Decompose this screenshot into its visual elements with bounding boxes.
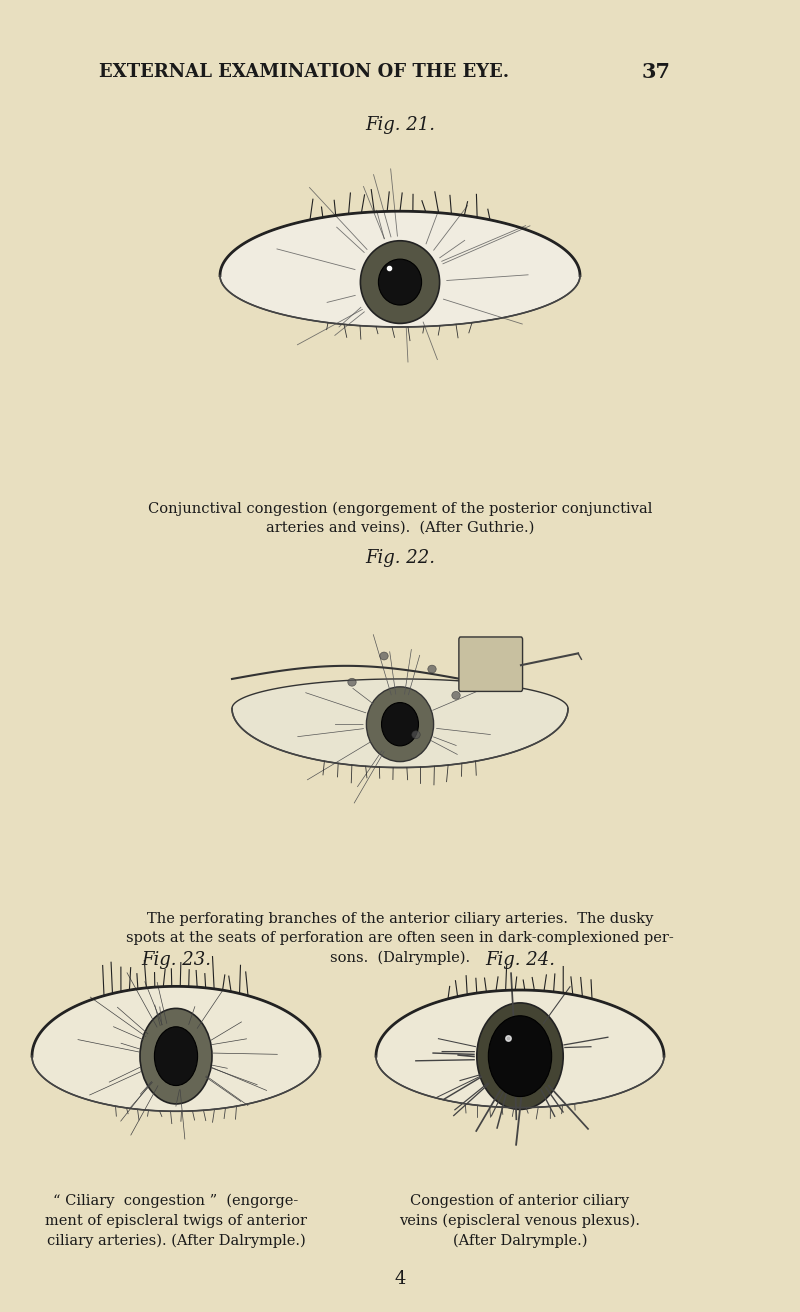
Ellipse shape	[140, 1009, 212, 1103]
Text: 4: 4	[394, 1270, 406, 1288]
Ellipse shape	[380, 652, 388, 660]
Ellipse shape	[366, 686, 434, 761]
Polygon shape	[32, 987, 320, 1111]
Text: Fig. 23.: Fig. 23.	[141, 951, 211, 970]
Text: Congestion of anterior ciliary
veins (episcleral venous plexus).
(After Dalrympl: Congestion of anterior ciliary veins (ep…	[399, 1194, 641, 1248]
Text: Fig. 24.: Fig. 24.	[485, 951, 555, 970]
Ellipse shape	[382, 702, 418, 745]
Ellipse shape	[360, 240, 440, 323]
Ellipse shape	[412, 731, 420, 739]
Text: “ Ciliary  congestion ”  (engorge-
ment of episcleral twigs of anterior
ciliary : “ Ciliary congestion ” (engorge- ment of…	[45, 1194, 307, 1248]
Polygon shape	[376, 991, 664, 1107]
Text: 37: 37	[642, 62, 670, 83]
Polygon shape	[220, 211, 580, 327]
Text: Fig. 21.: Fig. 21.	[365, 115, 435, 134]
Text: The perforating branches of the anterior ciliary arteries.  The dusky
spots at t: The perforating branches of the anterior…	[126, 912, 674, 966]
Ellipse shape	[488, 1015, 552, 1097]
FancyBboxPatch shape	[459, 636, 522, 691]
Text: Fig. 22.: Fig. 22.	[365, 548, 435, 567]
Ellipse shape	[452, 691, 460, 699]
Ellipse shape	[477, 1002, 563, 1110]
Text: EXTERNAL EXAMINATION OF THE EYE.: EXTERNAL EXAMINATION OF THE EYE.	[99, 63, 509, 81]
Ellipse shape	[428, 665, 436, 673]
Ellipse shape	[154, 1027, 198, 1085]
Text: Conjunctival congestion (engorgement of the posterior conjunctival
arteries and : Conjunctival congestion (engorgement of …	[148, 501, 652, 535]
Polygon shape	[232, 680, 568, 768]
Ellipse shape	[348, 678, 356, 686]
Ellipse shape	[378, 258, 422, 304]
